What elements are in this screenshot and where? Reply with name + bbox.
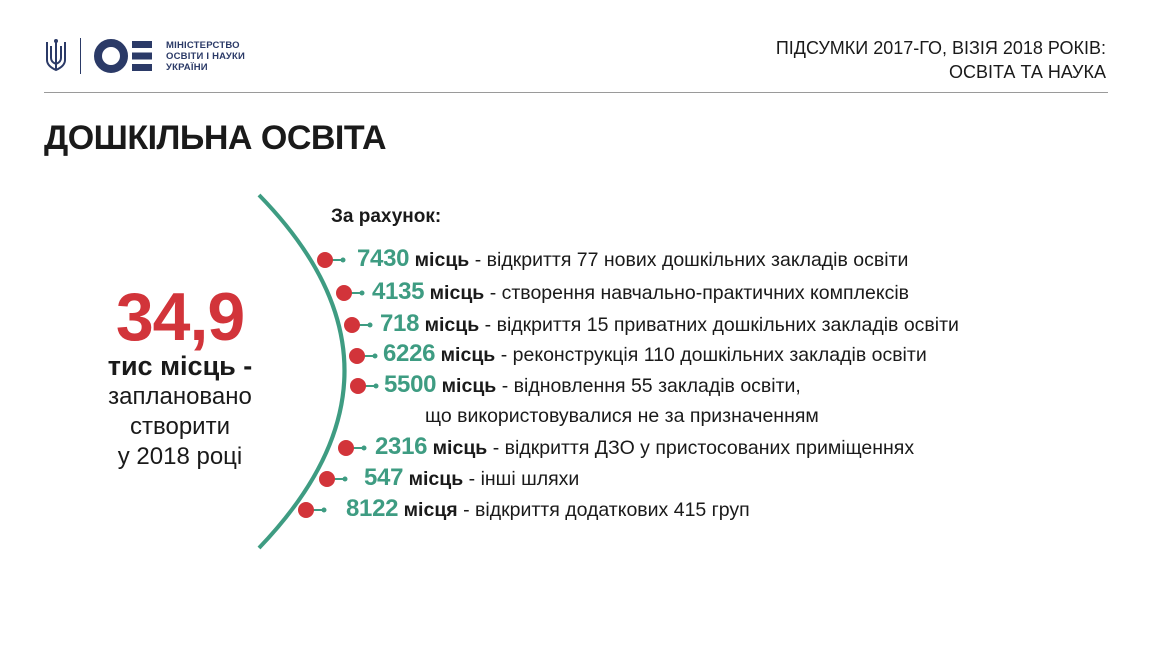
bullet-marker [336,285,365,301]
item-unit: місць [424,314,480,336]
ministry-logo-icon [94,39,152,73]
item-text: - інші шляхи [463,468,580,490]
item-text: - відкриття ДЗО у пристосованих приміщен… [487,437,915,459]
item-number: 5500 [384,371,437,398]
list-item: 547 місць - інші шляхи [364,466,579,491]
bullet-marker [338,440,367,456]
total-units: тис місць - [107,351,253,381]
list-item: 8122 місця - відкриття додаткових 415 гр… [346,497,750,522]
list-item: 4135 місць - створення навчально-практич… [372,280,909,305]
item-number: 8122 [346,495,399,522]
bullet-marker [349,348,378,364]
list-item: 2316 місць - відкриття ДЗО у пристосован… [375,435,914,460]
item-number: 718 [380,310,420,337]
item-unit: місць [414,249,470,271]
bullet-marker [298,502,327,518]
bullet-marker [319,471,348,487]
basis-label: За рахунок: [331,206,442,227]
item-number: 4135 [372,278,425,305]
item-unit: місць [429,282,485,304]
item-number: 7430 [357,245,410,272]
ministry-name-line: МІНІСТЕРСТВО [166,40,240,51]
item-unit: місця [403,499,458,521]
total-value: 34,9 [115,279,245,355]
trident-icon [46,39,66,72]
item-number: 6226 [383,340,436,367]
item-unit: місць [441,375,497,397]
item-number: 2316 [375,433,428,460]
total-planned-line: заплановано [108,383,252,410]
page-title: ДОШКІЛЬНА ОСВІТА [44,119,387,157]
bullet-marker [350,378,379,394]
header-summary-line2: ОСВІТА ТА НАУКА [949,62,1106,82]
item-text: - відкриття 77 нових дошкільних закладів… [469,249,909,271]
list-item: 6226 місць - реконструкція 110 дошкільни… [383,342,927,367]
item-unit: місць [408,468,464,490]
item-unit: місць [432,437,488,459]
ministry-name-line: ОСВІТИ І НАУКИ [166,51,245,62]
list-item: 5500 місць - відновлення 55 закладів осв… [384,373,801,398]
ministry-name: МІНІСТЕРСТВО ОСВІТИ І НАУКИ УКРАЇНИ [166,40,286,73]
bullet-marker [317,252,346,268]
ministry-name-line: УКРАЇНИ [166,62,208,73]
item-text: - відкриття 15 приватних дошкільних закл… [479,314,959,336]
item-unit: місць [440,344,496,366]
item-text: - реконструкція 110 дошкільних закладів … [495,344,927,366]
header-divider [44,92,1108,93]
item-text: - створення навчально-практичних комплек… [484,282,910,304]
arc-line [257,193,347,550]
list-item: 7430 місць - відкриття 77 нових дошкільн… [357,247,908,272]
header-summary: ПІДСУМКИ 2017-ГО, ВІЗІЯ 2018 РОКІВ: ОСВІ… [776,36,1106,84]
item-number: 547 [364,464,404,491]
list-item-continuation: що використовувалися не за призначенням [425,405,819,427]
item-text: - відновлення 55 закладів освіти, [496,375,801,397]
total-block: 34,9 тис місць - заплановано створити у … [60,282,300,472]
list-item: 718 місць - відкриття 15 приватних дошкі… [380,312,959,337]
total-planned-line: створити [130,413,230,440]
item-text: - відкриття додаткових 415 груп [457,499,750,521]
bullet-marker [344,317,373,333]
header-summary-line1: ПІДСУМКИ 2017-ГО, ВІЗІЯ 2018 РОКІВ: [775,38,1106,58]
total-planned-line: у 2018 році [117,443,243,470]
header-separator [80,38,81,74]
